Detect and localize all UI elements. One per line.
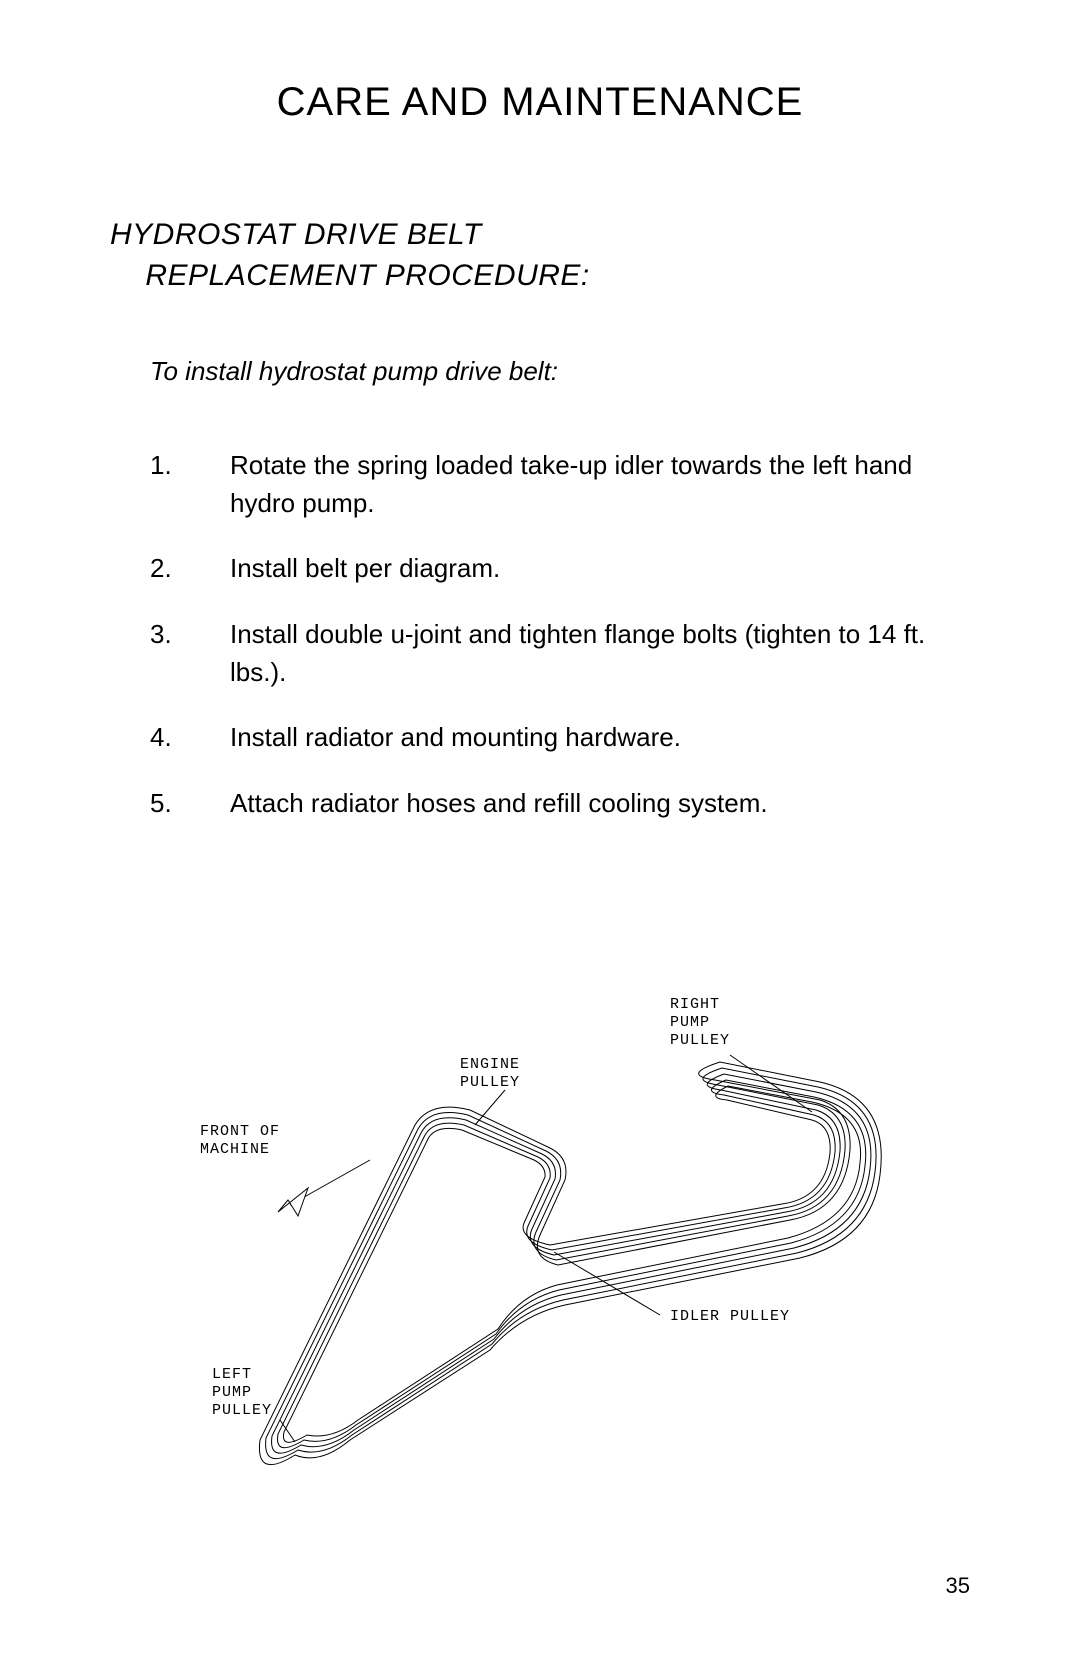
section-heading-line2: REPLACEMENT PROCEDURE: [145,259,589,292]
step-text: Rotate the spring loaded take-up idler t… [230,447,980,522]
step-text: Attach radiator hoses and refill cooling… [230,785,980,823]
belt-diagram-svg: FRONT OF MACHINE ENGINE PULLEY RIGHT PUM… [170,990,930,1510]
leader-left-pump [280,1420,295,1442]
label-front-of-machine: FRONT OF MACHINE [200,1123,290,1158]
step-number: 1. [150,447,230,522]
step-number: 3. [150,616,230,691]
belt-diagram: FRONT OF MACHINE ENGINE PULLEY RIGHT PUM… [170,990,930,1510]
step-number: 2. [150,550,230,588]
page-number: 35 [946,1573,970,1599]
step-number: 4. [150,719,230,757]
list-item: 5. Attach radiator hoses and refill cool… [150,785,980,823]
step-number: 5. [150,785,230,823]
list-item: 4. Install radiator and mounting hardwar… [150,719,980,757]
sub-heading: To install hydrostat pump drive belt: [150,356,980,387]
section-heading: HYDROSTAT DRIVE BELT REPLACEMENT PROCEDU… [110,215,980,296]
front-arrow-icon [278,1160,370,1216]
list-item: 3. Install double u-joint and tighten fl… [150,616,980,691]
belt-path [259,1062,881,1465]
step-text: Install belt per diagram. [230,550,980,588]
list-item: 2. Install belt per diagram. [150,550,980,588]
section-heading-line1: HYDROSTAT DRIVE BELT [110,218,482,251]
step-text: Install radiator and mounting hardware. [230,719,980,757]
list-item: 1. Rotate the spring loaded take-up idle… [150,447,980,522]
steps-list: 1. Rotate the spring loaded take-up idle… [150,447,980,823]
page-title: CARE AND MAINTENANCE [100,80,980,125]
label-engine-pulley: ENGINE PULLEY [460,1056,530,1091]
label-left-pump-pulley: LEFT PUMP PULLEY [212,1366,272,1419]
label-right-pump-pulley: RIGHT PUMP PULLEY [670,996,730,1049]
step-text: Install double u-joint and tighten flang… [230,616,980,691]
label-idler-pulley: IDLER PULLEY [670,1308,790,1325]
